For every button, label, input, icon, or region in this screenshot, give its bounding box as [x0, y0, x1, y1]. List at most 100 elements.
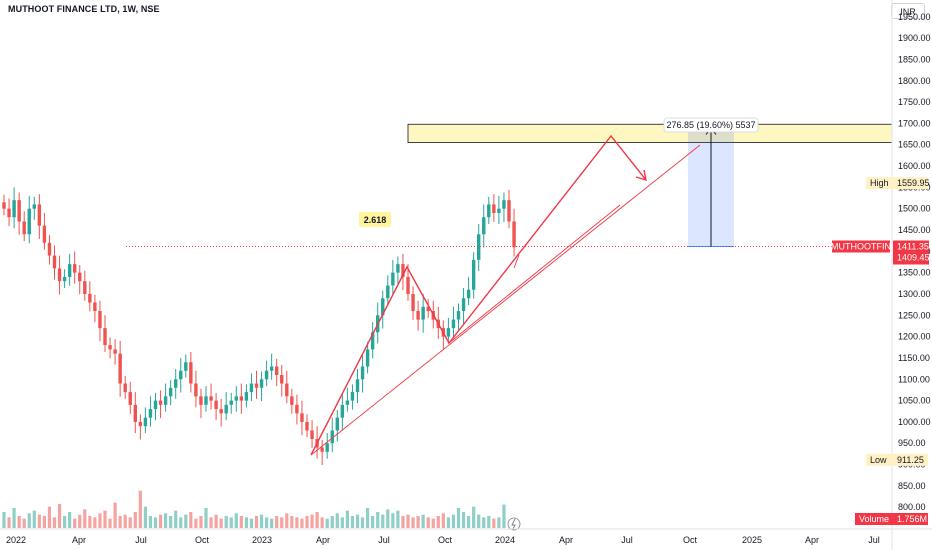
- volume-bar: [143, 506, 147, 528]
- volume-bar: [22, 518, 26, 528]
- candle-body: [345, 400, 350, 405]
- x-tick-label: 2024: [495, 535, 515, 545]
- candle-body: [199, 396, 203, 405]
- volume-bar: [467, 516, 471, 528]
- volume-bar: [204, 508, 208, 528]
- volume-bar: [254, 516, 259, 528]
- candle-body: [482, 217, 486, 235]
- candle-body: [73, 264, 77, 273]
- volume-bar: [325, 518, 329, 528]
- candle-body: [214, 400, 218, 410]
- x-tick-label: 2022: [6, 535, 26, 545]
- symbol-label-box: [832, 240, 890, 253]
- candle-body: [163, 396, 168, 405]
- symbol-label: MUTHOOTFIN: [831, 241, 891, 251]
- y-tick-label: 1500.00: [898, 204, 931, 214]
- volume-bar: [128, 517, 132, 528]
- high-label-box: [866, 177, 928, 190]
- candle-body: [108, 345, 112, 350]
- volume-bar: [265, 517, 269, 528]
- y-tick-label: 1050.00: [898, 396, 931, 406]
- candle-body: [239, 396, 244, 401]
- target-zone: [407, 123, 893, 143]
- candle-body: [234, 396, 238, 401]
- candle-body: [360, 366, 365, 380]
- candle-body: [466, 289, 471, 299]
- trendline-lower: [310, 144, 701, 456]
- candle-body: [219, 409, 223, 414]
- candle-body: [153, 400, 158, 410]
- x-tick-label: Jul: [868, 535, 880, 545]
- volume-bar: [371, 516, 375, 528]
- candle-body: [365, 349, 370, 367]
- candle-body: [451, 319, 456, 329]
- volume-bar: [164, 513, 168, 528]
- candle-body: [224, 404, 228, 414]
- volume-bar: [355, 514, 360, 528]
- candle-body: [335, 417, 339, 431]
- candle-body: [355, 379, 360, 393]
- candle-body: [174, 379, 178, 388]
- volume-bar: [492, 518, 496, 528]
- x-tick-label: Apr: [805, 535, 819, 545]
- x-tick-label: Jul: [378, 535, 390, 545]
- volume-bar: [436, 516, 440, 528]
- volume-bar: [52, 517, 57, 528]
- time-axis[interactable]: 2022 Apr Jul Oct 2023 Apr Jul Oct 2024 Apr Jul Oct 2…: [0, 528, 932, 545]
- candle-body: [411, 293, 415, 312]
- candle-body: [259, 379, 264, 388]
- candle-body: [330, 430, 334, 444]
- volume-bar: [451, 514, 456, 528]
- volume-bar: [386, 509, 390, 528]
- volume-bar: [209, 517, 213, 528]
- volume-bar: [88, 516, 92, 528]
- price-axis[interactable]: 800.00850.00900.00950.001000.001050.0011…: [891, 0, 931, 550]
- volume-bar: [406, 514, 410, 528]
- candle-body: [471, 259, 476, 290]
- candle-body: [300, 413, 304, 422]
- volume-bar: [305, 516, 309, 528]
- volume-bar: [259, 514, 264, 528]
- y-tick-label: 1000.00: [898, 417, 931, 427]
- price-label-box: [893, 240, 929, 265]
- volume-bar: [2, 512, 6, 528]
- candle-body: [184, 362, 188, 371]
- candle-body: [421, 306, 425, 320]
- y-tick-label: 1700.00: [898, 118, 931, 128]
- candle-body: [209, 396, 213, 401]
- candle-body: [158, 400, 163, 405]
- y-tick-label: 1250.00: [898, 310, 931, 320]
- abcd-pattern: [310, 134, 647, 456]
- y-tick-label: 1150.00: [898, 353, 930, 363]
- candle-body: [396, 264, 400, 273]
- pattern-arrow-head: [635, 169, 647, 182]
- volume-bar: [340, 517, 344, 528]
- volume-bar: [103, 510, 107, 528]
- drawings[interactable]: 276.85 (19.60%) 5537 2.618: [126, 117, 893, 531]
- candle-body: [103, 328, 107, 346]
- candle-body: [47, 242, 52, 256]
- chart-title: MUTHOOT FINANCE LTD, 1W, NSE: [8, 4, 160, 14]
- candle-body: [67, 264, 72, 277]
- volume-bar: [290, 516, 294, 528]
- candle-body: [275, 366, 279, 376]
- candle-body: [194, 383, 198, 397]
- candle-body: [264, 370, 269, 380]
- volume-bar: [249, 518, 254, 528]
- lightning-glyph: [511, 518, 516, 530]
- price-line-label: 1411.35: [897, 241, 929, 251]
- volume-bar: [295, 517, 299, 528]
- volume-bar: [184, 514, 188, 528]
- low-label: Low: [870, 455, 887, 465]
- volume-bar: [335, 513, 339, 528]
- x-tick-label: Jul: [621, 535, 633, 545]
- y-tick-label: 1950.00: [898, 12, 931, 22]
- candle-body: [507, 200, 511, 222]
- candle-body: [42, 225, 47, 243]
- volume-bar: [148, 516, 153, 528]
- candle-body: [406, 276, 410, 294]
- volume-bar: [446, 517, 450, 528]
- candle-body: [340, 404, 345, 418]
- volume-bar: [118, 516, 122, 528]
